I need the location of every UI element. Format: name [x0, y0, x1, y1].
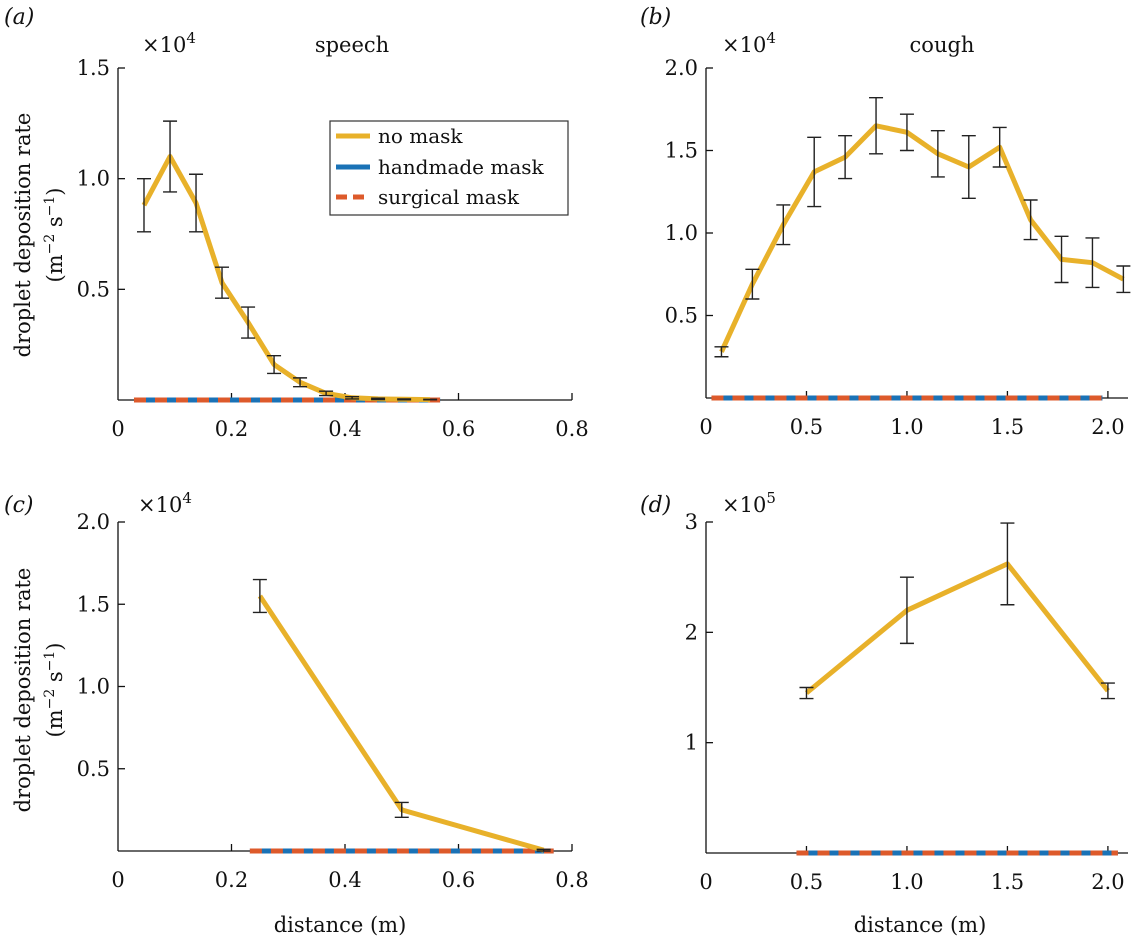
y-tick-label: 0.5 — [77, 277, 110, 301]
x-tick-label: 0 — [699, 415, 712, 439]
error-bar — [293, 377, 308, 388]
legend: no mask handmade mask surgical mask — [329, 120, 569, 216]
y-tick-label: 3 — [685, 510, 698, 534]
error-bar — [807, 136, 822, 208]
error-bar — [252, 578, 267, 614]
chart-title: speech — [315, 33, 389, 57]
x-tick-label: 0 — [699, 870, 712, 894]
error-bar — [397, 398, 412, 401]
x-tick-label: 0.6 — [442, 417, 475, 441]
y-tick-label: 1.5 — [77, 592, 110, 616]
series-no-mask — [719, 123, 1125, 353]
x-tick-label: 0.5 — [790, 870, 823, 894]
panel-label: (b) — [640, 5, 671, 30]
x-tick-label: 2.0 — [1091, 870, 1124, 894]
y-tick-label: 2 — [685, 620, 698, 644]
scale-factor: ×104 — [142, 29, 196, 57]
ylabel-bottom: droplet deposition rate (m−2 s−1) — [11, 568, 67, 813]
scale-factor: ×104 — [138, 489, 192, 517]
legend-label-handmade-mask: handmade mask — [378, 155, 545, 179]
y-tick-label: 2.0 — [77, 510, 110, 534]
panel-b: (b) ×104 cough 0 0.5 1.0 1.5 2.0 0.5 1.0 1.5 2.0 — [640, 5, 1131, 439]
error-bar — [163, 120, 178, 193]
chart-title: cough — [910, 33, 975, 57]
y-tick-label: 2.0 — [665, 56, 698, 80]
series-no-mask — [804, 561, 1110, 695]
y-tick-label: 1.0 — [665, 221, 698, 245]
error-bar — [961, 134, 976, 200]
error-bar — [1085, 237, 1100, 289]
error-bar — [1100, 682, 1115, 700]
scale-factor: ×104 — [722, 29, 776, 57]
legend-label-no-mask: no mask — [378, 124, 463, 148]
x-tick-label: 0.4 — [328, 868, 361, 892]
error-bar — [215, 266, 230, 299]
error-bar — [838, 134, 853, 180]
error-bar — [714, 346, 729, 358]
ylabel-line2: (m−2 s−1) — [42, 187, 67, 282]
x-tick-label: 0.8 — [555, 868, 588, 892]
error-bar — [930, 130, 945, 178]
error-bar — [189, 173, 204, 233]
error-bar — [799, 686, 814, 700]
error-bar — [899, 113, 914, 152]
error-bar — [345, 395, 360, 400]
panel-c: (c) ×104 0 0.2 0.4 0.6 0.8 0.5 1.0 1.5 2.0 — [4, 489, 589, 892]
y-tick-label: 1.0 — [77, 675, 110, 699]
x-tick-label: 1.5 — [991, 415, 1024, 439]
error-bar — [1000, 522, 1015, 606]
x-tick-label: 1.0 — [890, 415, 923, 439]
panel-label: (a) — [4, 5, 34, 30]
y-tick-label: 1.5 — [77, 56, 110, 80]
error-bar — [536, 848, 551, 852]
ylabel-line2: (m−2 s−1) — [42, 642, 67, 737]
error-bar — [776, 204, 791, 246]
legend-label-surgical-mask: surgical mask — [378, 185, 520, 209]
y-tick-label: 1.5 — [665, 139, 698, 163]
x-tick-label: 0.5 — [790, 415, 823, 439]
y-tick-label: 1.0 — [77, 167, 110, 191]
error-bar — [241, 306, 256, 339]
error-bar — [992, 126, 1007, 168]
error-bar — [267, 355, 282, 375]
error-bar — [394, 801, 409, 818]
panel-label: (c) — [4, 493, 34, 518]
y-tick-label: 1 — [685, 731, 698, 755]
x-tick-label: 0.2 — [215, 417, 248, 441]
xlabel-right: distance (m) — [854, 913, 987, 937]
error-bar — [1054, 235, 1069, 284]
x-tick-label: 2.0 — [1091, 415, 1124, 439]
error-bar — [1023, 199, 1038, 241]
scale-factor: ×105 — [722, 489, 776, 517]
x-tick-label: 1.0 — [890, 870, 923, 894]
error-bar — [319, 390, 334, 397]
error-bar — [899, 576, 914, 645]
x-tick-label: 0.6 — [442, 868, 475, 892]
error-bar — [136, 177, 151, 233]
x-tick-label: 0 — [111, 868, 124, 892]
ylabel-line1: droplet deposition rate — [11, 113, 35, 358]
ylabel-top: droplet deposition rate (m−2 s−1) — [11, 113, 67, 358]
x-tick-label: 1.5 — [991, 870, 1024, 894]
y-tick-label: 0.5 — [77, 757, 110, 781]
panel-a: (a) ×104 speech 0 0.2 0.4 0.6 0.8 0.5 1.0 1.5 — [4, 5, 589, 441]
x-tick-label: 0 — [111, 417, 124, 441]
error-bar — [869, 97, 884, 155]
xlabel-left: distance (m) — [274, 913, 407, 937]
x-tick-label: 0.8 — [555, 417, 588, 441]
x-tick-label: 0.4 — [328, 417, 361, 441]
error-bar — [371, 397, 386, 401]
ylabel-line1: droplet deposition rate — [11, 568, 35, 813]
y-tick-label: 0.5 — [665, 304, 698, 328]
x-tick-label: 0.2 — [215, 868, 248, 892]
error-bar — [745, 268, 760, 300]
panel-label: (d) — [640, 493, 671, 518]
panel-d: (d) ×105 0 0.5 1.0 1.5 2.0 1 2 3 — [640, 489, 1128, 894]
error-bar — [1116, 265, 1131, 294]
